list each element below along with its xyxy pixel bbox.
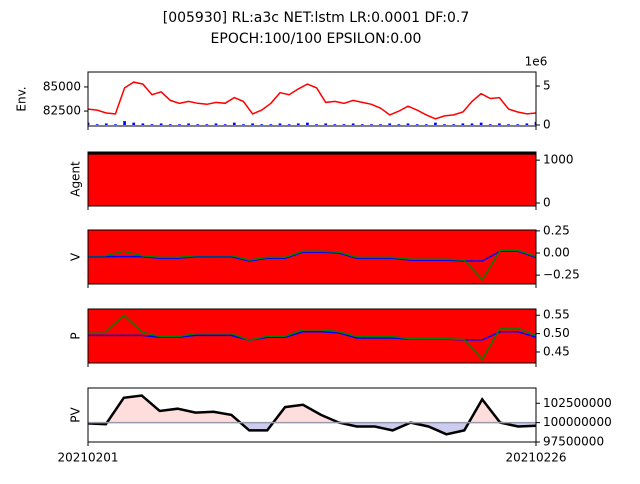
volume-bar — [95, 124, 99, 125]
y2-tick-label: 0 — [543, 117, 551, 131]
volume-bar — [296, 123, 300, 125]
y-axis-label: P — [69, 332, 83, 339]
volume-bar — [333, 124, 337, 125]
y-axis-label: PV — [69, 406, 83, 422]
volume-bar — [278, 123, 282, 125]
y-tick-label: 97500000 — [543, 435, 604, 449]
volume-bar — [534, 121, 536, 125]
y-tick-label: 0 — [543, 196, 551, 210]
y-tick-label: 82500 — [43, 104, 81, 118]
volume-bar — [114, 124, 117, 125]
volume-bar — [360, 124, 364, 125]
volume-bar — [379, 124, 382, 125]
y-tick-label: −0.25 — [543, 268, 580, 282]
axes-frame — [87, 151, 537, 207]
y-tick-label: 0.50 — [543, 326, 570, 340]
y-tick-label: 102500000 — [543, 396, 612, 410]
volume-bar — [306, 122, 309, 125]
volume-bar — [159, 123, 163, 125]
y-axis-label: V — [69, 252, 83, 261]
volume-bar — [260, 124, 264, 125]
axes-frame — [87, 229, 537, 285]
title-line: EPOCH:100/100 EPSILON:0.00 — [211, 31, 422, 47]
volume-bar — [479, 122, 483, 125]
volume-bar — [104, 123, 108, 125]
volume-bar — [516, 124, 520, 125]
y-axis-label: Env. — [15, 86, 29, 111]
y-tick-label: 0.00 — [543, 246, 570, 260]
axis-offset-label: 1e6 — [525, 55, 548, 69]
y-tick-label: 0.25 — [543, 223, 570, 237]
volume-bar — [187, 123, 190, 125]
volume-bar — [424, 124, 428, 125]
y-tick-label: 85000 — [43, 79, 81, 93]
series-line — [88, 250, 536, 262]
volume-bar — [232, 122, 236, 125]
volume-bar — [196, 124, 200, 125]
y2-tick-label: 5 — [543, 79, 551, 93]
plot-area — [88, 394, 536, 436]
plot-area — [88, 81, 536, 125]
volume-bar — [507, 124, 510, 125]
volume-bar — [397, 124, 401, 125]
volume-bar — [132, 122, 136, 125]
volume-bar — [123, 121, 126, 125]
fill-below — [88, 422, 536, 435]
fill-above — [88, 395, 536, 423]
volume-bar — [324, 123, 328, 125]
volume-bar — [461, 123, 465, 125]
volume-bar — [214, 123, 218, 125]
volume-bar — [443, 124, 446, 125]
axes-frame — [87, 387, 537, 443]
series-line — [88, 249, 536, 281]
volume-bar — [351, 123, 355, 125]
volume-bar — [452, 124, 456, 125]
volume-bar — [251, 123, 254, 125]
volume-bar — [415, 124, 419, 125]
volume-bar — [269, 124, 273, 125]
y-tick-label: 0.45 — [543, 344, 570, 358]
volume-bar — [434, 122, 437, 125]
plot-area — [88, 230, 536, 284]
volume-bar — [470, 123, 474, 125]
y-tick-label: 1000 — [543, 153, 574, 167]
volume-bar — [315, 124, 318, 125]
plot-area — [88, 309, 536, 363]
volume-bar — [178, 124, 181, 125]
volume-bar — [498, 123, 501, 125]
volume-bar — [150, 124, 154, 125]
x-tick-label: 20210226 — [505, 451, 566, 465]
series-line — [88, 314, 536, 361]
volume-bar — [406, 123, 410, 125]
y-axis-label: Agent — [69, 161, 83, 197]
volume-bar — [88, 122, 90, 125]
axes-frame — [87, 71, 537, 127]
volume-bar — [370, 124, 373, 125]
volume-bar — [388, 123, 392, 125]
y-tick-label: 100000000 — [543, 415, 612, 429]
axes-frame — [87, 308, 537, 364]
series-line — [88, 81, 536, 120]
volume-bar — [223, 124, 227, 125]
x-tick-label: 20210201 — [57, 451, 118, 465]
volume-bar — [168, 124, 172, 125]
y-tick-label: 0.55 — [543, 308, 570, 322]
plot-area — [88, 152, 536, 206]
volume-bar — [141, 123, 145, 125]
series-line — [88, 394, 536, 436]
volume-bar — [488, 124, 492, 125]
area — [88, 152, 536, 206]
volume-bar — [287, 124, 291, 125]
volume-bar — [525, 123, 529, 125]
title-line: [005930] RL:a3c NET:lstm LR:0.0001 DF:0.… — [163, 10, 469, 26]
volume-bar — [242, 124, 245, 125]
volume-bar — [205, 124, 209, 125]
volume-bar — [342, 124, 346, 125]
